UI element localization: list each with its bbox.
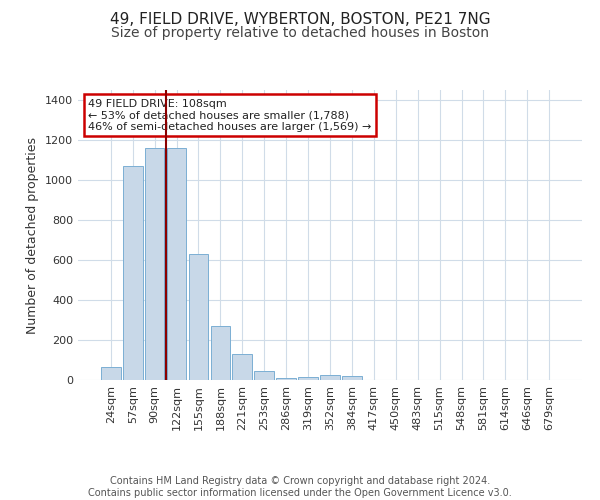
Bar — [211, 326, 230, 380]
Bar — [145, 148, 164, 380]
Bar — [342, 376, 362, 380]
Text: 49 FIELD DRIVE: 108sqm
← 53% of detached houses are smaller (1,788)
46% of semi-: 49 FIELD DRIVE: 108sqm ← 53% of detached… — [88, 98, 371, 132]
Bar — [298, 377, 318, 380]
Bar — [167, 148, 187, 380]
Text: 49, FIELD DRIVE, WYBERTON, BOSTON, PE21 7NG: 49, FIELD DRIVE, WYBERTON, BOSTON, PE21 … — [110, 12, 490, 28]
Bar — [232, 354, 252, 380]
Y-axis label: Number of detached properties: Number of detached properties — [26, 136, 40, 334]
Bar — [188, 254, 208, 380]
Text: Size of property relative to detached houses in Boston: Size of property relative to detached ho… — [111, 26, 489, 40]
Bar — [123, 166, 143, 380]
Bar — [276, 378, 296, 380]
Bar — [254, 371, 274, 380]
Text: Contains HM Land Registry data © Crown copyright and database right 2024.
Contai: Contains HM Land Registry data © Crown c… — [88, 476, 512, 498]
Bar — [320, 375, 340, 380]
Bar — [101, 367, 121, 380]
